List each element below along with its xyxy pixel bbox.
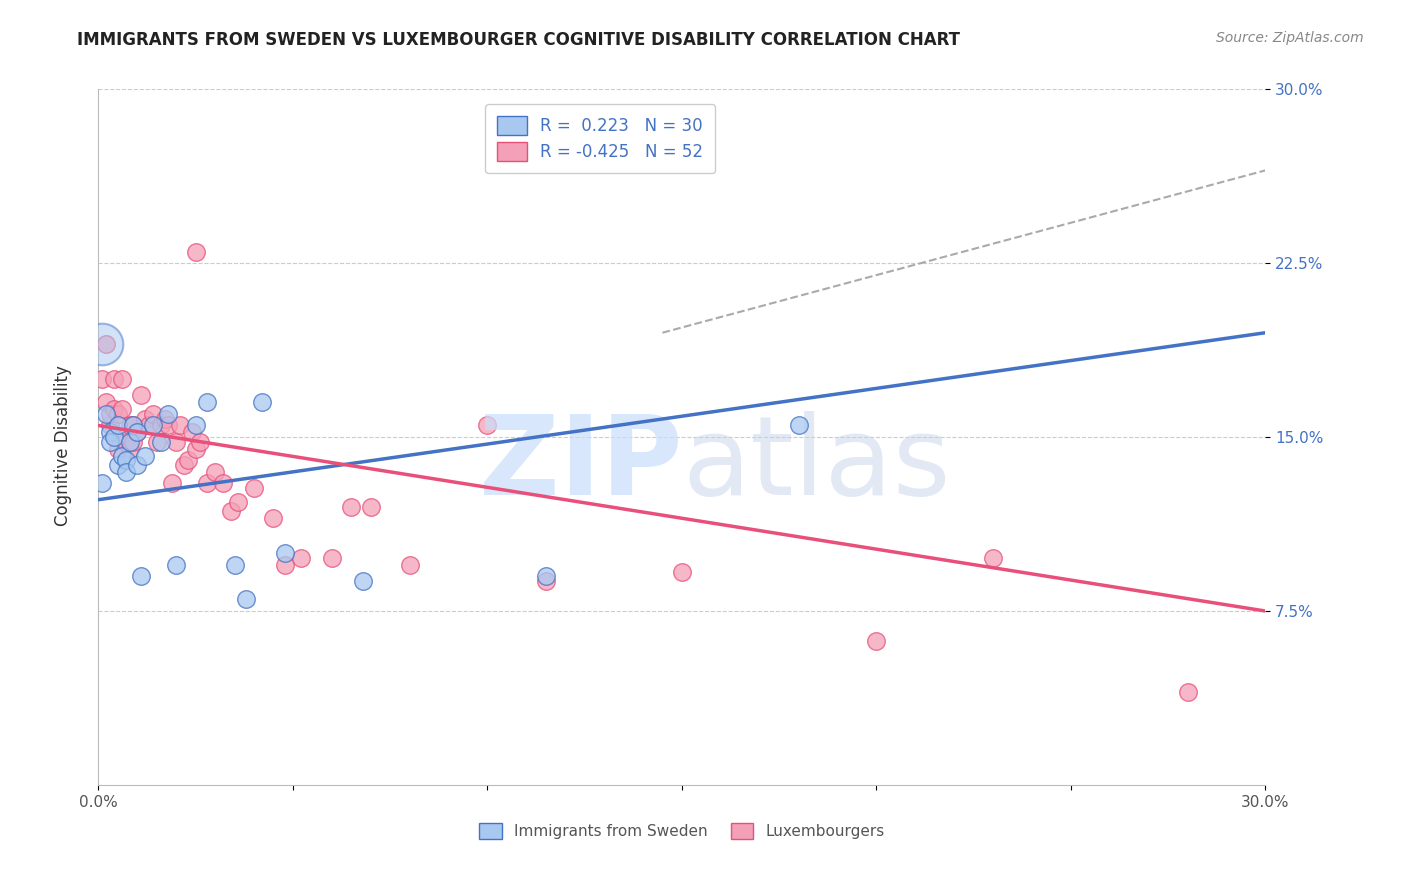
Point: [165, 434, 187, 449]
Point: [180, 425, 202, 440]
Point: [1177, 685, 1199, 699]
Point: [212, 476, 235, 491]
Point: [188, 434, 211, 449]
Point: [114, 434, 136, 449]
Point: [103, 372, 125, 386]
Point: [224, 558, 246, 572]
Point: [107, 442, 129, 456]
Point: [122, 418, 145, 433]
Point: [243, 481, 266, 495]
Point: [340, 500, 363, 514]
Point: [107, 418, 129, 433]
Point: [593, 152, 616, 166]
Point: [103, 430, 125, 444]
Point: [149, 418, 172, 433]
Point: [981, 550, 1004, 565]
Point: [96, 395, 118, 409]
Point: [865, 634, 887, 648]
Point: [96, 337, 118, 351]
Point: [177, 453, 200, 467]
Point: [169, 418, 191, 433]
Point: [274, 558, 297, 572]
Point: [173, 458, 195, 472]
Point: [91, 372, 114, 386]
Point: [352, 574, 374, 588]
Point: [127, 425, 149, 440]
Point: [103, 402, 125, 417]
Point: [228, 495, 250, 509]
Point: [250, 395, 273, 409]
Point: [157, 407, 180, 421]
Point: [534, 574, 557, 588]
Text: Source: ZipAtlas.com: Source: ZipAtlas.com: [1216, 31, 1364, 45]
Point: [118, 434, 141, 449]
Point: [111, 449, 134, 463]
Point: [107, 407, 129, 421]
Point: [111, 372, 134, 386]
Point: [138, 418, 160, 433]
Point: [127, 458, 149, 472]
Point: [142, 407, 165, 421]
Point: [204, 465, 226, 479]
Point: [195, 476, 218, 491]
Text: atlas: atlas: [682, 411, 950, 518]
Point: [398, 558, 420, 572]
Point: [114, 465, 136, 479]
Point: [149, 434, 172, 449]
Point: [153, 411, 176, 425]
Text: ZIP: ZIP: [478, 411, 682, 518]
Point: [91, 337, 114, 351]
Point: [157, 418, 180, 433]
Point: [321, 550, 343, 565]
Point: [787, 418, 810, 433]
Point: [671, 565, 693, 579]
Legend: R =  0.223   N = 30, R = -0.425   N = 52: R = 0.223 N = 30, R = -0.425 N = 52: [485, 104, 716, 173]
Point: [134, 411, 156, 425]
Point: [134, 449, 156, 463]
Point: [360, 500, 382, 514]
Point: [91, 476, 114, 491]
Point: [219, 504, 242, 518]
Point: [107, 458, 129, 472]
Point: [98, 418, 121, 433]
Point: [98, 407, 121, 421]
Text: IMMIGRANTS FROM SWEDEN VS LUXEMBOURGER COGNITIVE DISABILITY CORRELATION CHART: IMMIGRANTS FROM SWEDEN VS LUXEMBOURGER C…: [77, 31, 960, 49]
Text: Cognitive Disability: Cognitive Disability: [55, 366, 72, 526]
Point: [98, 434, 121, 449]
Point: [477, 418, 499, 433]
Point: [146, 434, 169, 449]
Point: [274, 546, 297, 560]
Point: [129, 388, 152, 402]
Point: [184, 418, 207, 433]
Point: [162, 476, 184, 491]
Point: [118, 442, 141, 456]
Point: [122, 418, 145, 433]
Point: [122, 434, 145, 449]
Point: [184, 442, 207, 456]
Point: [195, 395, 218, 409]
Point: [235, 592, 257, 607]
Point: [98, 425, 121, 440]
Point: [129, 569, 152, 583]
Point: [534, 569, 557, 583]
Point: [262, 511, 284, 525]
Point: [96, 407, 118, 421]
Point: [184, 244, 207, 259]
Point: [142, 418, 165, 433]
Point: [118, 418, 141, 433]
Point: [290, 550, 312, 565]
Point: [114, 453, 136, 467]
Point: [111, 402, 134, 417]
Point: [165, 558, 187, 572]
Point: [127, 425, 149, 440]
